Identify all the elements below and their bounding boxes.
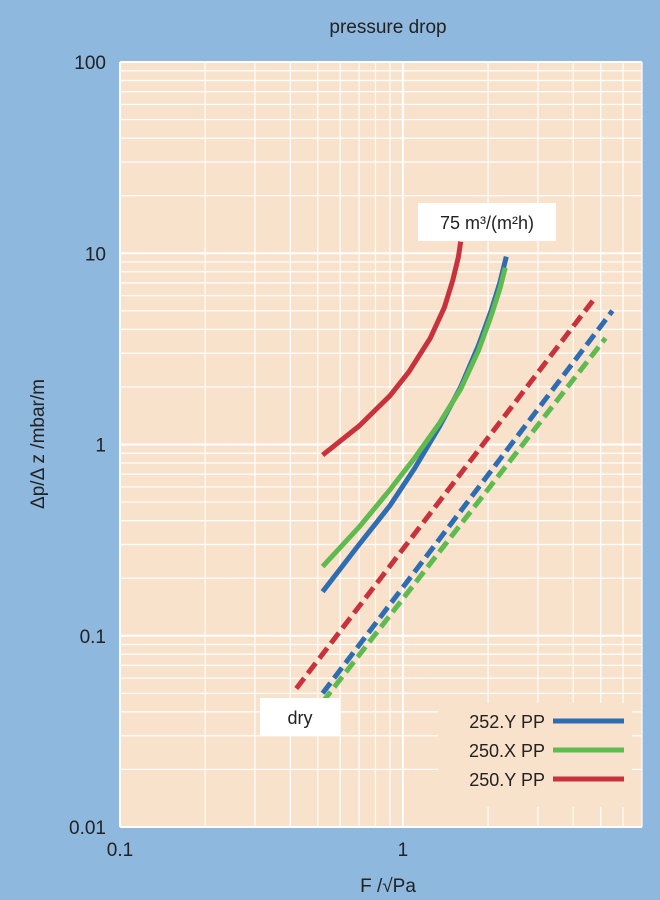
series-line-250-x-pp-wet <box>320 267 508 569</box>
series-line-250-x-pp-dry <box>320 336 608 704</box>
x-axis-label: F /√Pa <box>360 876 416 897</box>
y-tick-label: 0.01 <box>69 818 106 839</box>
dry-label: dry <box>287 708 312 728</box>
y-tick-labels: 100 10 1 0.1 0.01 <box>69 53 106 839</box>
y-axis-label: Δp/Δ z /mbar/m <box>28 379 49 509</box>
series-line-252-y-pp-dry <box>320 309 615 695</box>
x-tick-label: 1 <box>398 840 409 861</box>
liquid-load-annotation: 75 m³/(m²h) <box>418 203 556 241</box>
dry-annotation: dry <box>260 698 340 736</box>
y-tick-label: 10 <box>85 244 106 265</box>
legend: 252.Y PP 250.X PP 250.Y PP <box>438 703 632 807</box>
x-tick-labels: 0.1 1 <box>107 840 408 861</box>
chart-title: pressure drop <box>329 17 446 38</box>
series-line-250-y-pp-dry <box>294 295 598 691</box>
liquid-load-annotation-box <box>418 203 556 241</box>
y-tick-label: 0.1 <box>80 627 106 648</box>
legend-label-250-x-pp: 250.X PP <box>469 741 545 761</box>
legend-label-250-y-pp: 250.Y PP <box>469 770 545 790</box>
legend-label-252-y-pp: 252.Y PP <box>469 712 545 732</box>
y-tick-label: 100 <box>74 53 106 74</box>
data-series <box>294 241 615 704</box>
series-line-250-y-pp-wet <box>321 241 464 458</box>
liquid-load-label: 75 m³/(m²h) <box>440 213 534 233</box>
y-tick-label: 1 <box>95 436 106 457</box>
dry-annotation-box <box>260 698 340 736</box>
x-tick-label: 0.1 <box>107 840 133 861</box>
